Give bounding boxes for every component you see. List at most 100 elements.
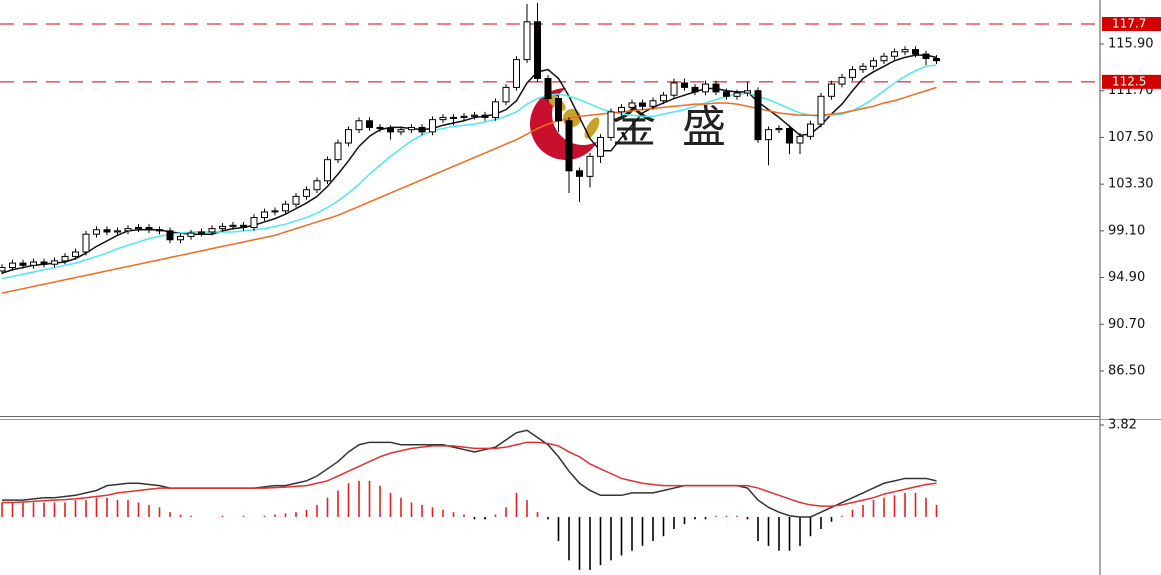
candle-body [124, 228, 132, 232]
candle-body [912, 49, 919, 55]
candle-body [744, 90, 751, 94]
candle-body [282, 203, 289, 212]
candle-body [754, 90, 762, 141]
candle-body [576, 170, 583, 177]
candle-body [649, 100, 657, 107]
candle-body [271, 210, 279, 213]
candle-body [565, 120, 573, 172]
candle-body [355, 120, 363, 131]
indicator-line [2, 429, 937, 518]
candle-body [366, 120, 373, 128]
candle-body [387, 128, 394, 133]
candle-body [733, 92, 741, 97]
candle-body [145, 227, 153, 231]
candle-body [723, 91, 730, 97]
y-tick-label: 115.90 [1108, 37, 1154, 52]
indicator-line [1, 64, 937, 280]
price-level-label: 117.7 [1112, 17, 1146, 31]
candle-body [334, 142, 342, 161]
candle-body [597, 136, 604, 157]
candle-body [660, 94, 667, 102]
candle-body [292, 195, 300, 205]
candle-body [0, 267, 6, 272]
candle-body [586, 155, 594, 177]
candle-body [240, 224, 247, 229]
candle-body [492, 101, 499, 118]
candle-body [544, 78, 552, 100]
candle-body [775, 128, 783, 131]
logo-leaf [584, 117, 600, 139]
candle-body [397, 129, 405, 133]
indicator-line [1, 86, 937, 294]
candle-body [555, 98, 562, 122]
y-tick-label: 99.10 [1108, 223, 1145, 238]
candle-body [30, 261, 37, 266]
candle-body [607, 111, 615, 138]
candle-body [177, 235, 184, 241]
candle-body [208, 228, 216, 233]
candle-body [828, 83, 835, 97]
candle-body [51, 260, 58, 265]
candle-body [859, 65, 867, 71]
candle-body [103, 229, 111, 233]
candle-body [796, 135, 804, 144]
candle-body [19, 262, 27, 266]
candle-body [219, 225, 226, 230]
candle-body [712, 83, 720, 93]
candle-body [502, 86, 510, 103]
candle-body [702, 83, 709, 93]
y-tick-label: 3.82 [1108, 417, 1137, 432]
price-level-tag [1102, 17, 1161, 32]
candle-body [114, 230, 121, 233]
price-level-tag [1102, 74, 1161, 89]
candle-body [135, 227, 142, 230]
candle-body [901, 49, 909, 53]
candle-body [376, 126, 384, 130]
candle-body [72, 251, 79, 257]
y-tick-label: 103.30 [1108, 177, 1154, 192]
candle-body [681, 82, 688, 88]
candle-body [229, 224, 237, 227]
candle-body [198, 231, 205, 234]
candle-body [765, 129, 772, 141]
candle-body [460, 115, 468, 118]
candle-body [628, 102, 636, 108]
candle-body [418, 126, 426, 133]
candle-body [82, 233, 90, 253]
candle-body [40, 261, 48, 265]
candle-body [156, 229, 163, 232]
candle-body [639, 102, 646, 107]
candle-body [481, 114, 489, 118]
y-tick-label: 107.50 [1108, 130, 1154, 145]
candle-body [61, 255, 69, 262]
candle-body [849, 69, 856, 78]
candle-body [450, 116, 457, 119]
candle-body [471, 114, 478, 117]
candle-body [187, 232, 195, 237]
candle-body [922, 53, 930, 59]
candle-body [786, 128, 793, 144]
candle-body [408, 126, 415, 131]
candle-body [439, 116, 447, 121]
y-tick-label: 86.50 [1108, 363, 1145, 378]
candle-body [303, 189, 310, 197]
candle-body [313, 180, 321, 191]
candle-body [523, 21, 531, 61]
candle-body [691, 86, 699, 93]
candle-body [250, 217, 258, 229]
candle-body [261, 211, 268, 219]
candle-body [345, 129, 352, 144]
candle-body [670, 82, 678, 96]
indicator-line [2, 441, 937, 507]
candle-body [429, 119, 436, 133]
candle-body [93, 229, 100, 235]
candle-body [838, 76, 846, 85]
candle-body [9, 262, 16, 269]
price-level-label: 112.5 [1112, 74, 1146, 88]
y-tick-label: 94.90 [1108, 270, 1145, 285]
candle-body [324, 159, 331, 182]
candle-body [513, 59, 520, 88]
candle-body [807, 123, 814, 137]
candle-body [933, 57, 940, 62]
